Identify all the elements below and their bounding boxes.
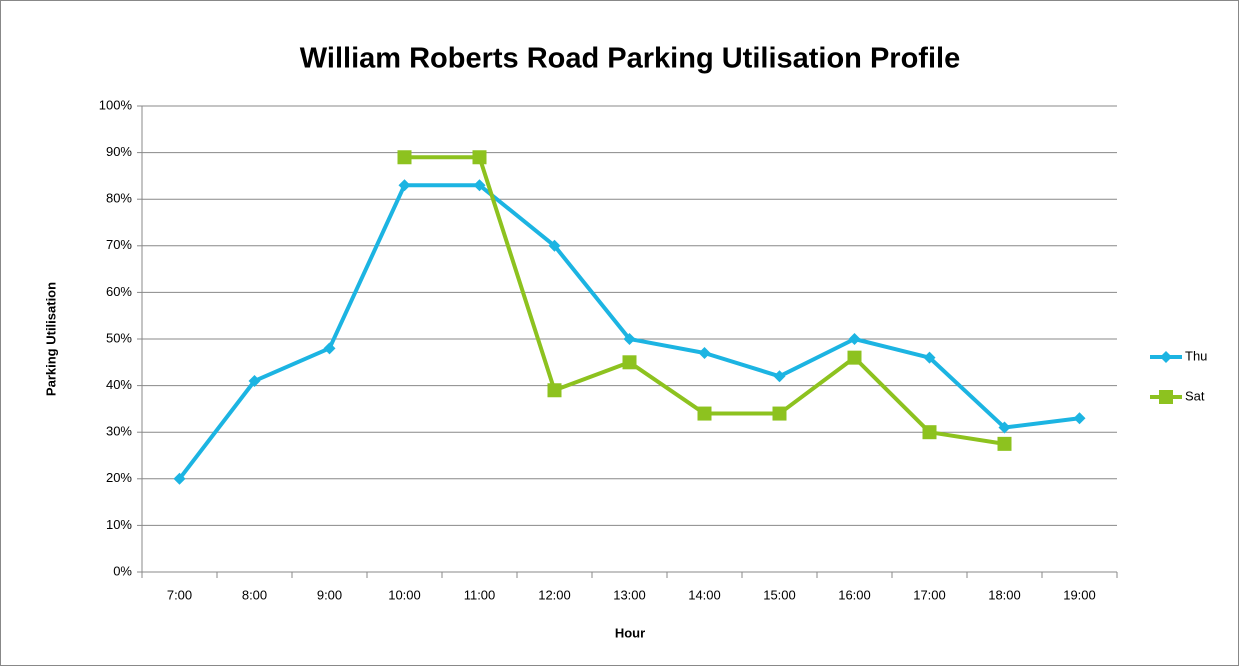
marker	[1160, 351, 1172, 363]
marker	[1159, 390, 1173, 404]
y-axis-title: Parking Utilisation	[43, 282, 58, 396]
x-tick-label: 15:00	[763, 587, 796, 602]
marker	[547, 383, 562, 398]
chart-title: William Roberts Road Parking Utilisation…	[300, 43, 960, 75]
x-tick-label: 7:00	[167, 587, 192, 602]
marker	[472, 150, 487, 165]
marker	[773, 370, 786, 383]
y-tick-label: 30%	[106, 424, 132, 439]
marker	[772, 406, 787, 421]
y-tick-label: 0%	[113, 563, 132, 578]
y-tick-label: 20%	[106, 470, 132, 485]
y-tick-label: 60%	[106, 284, 132, 299]
x-tick-label: 12:00	[538, 587, 571, 602]
marker	[248, 374, 261, 387]
y-tick-label: 100%	[99, 97, 133, 112]
legend-label: Sat	[1185, 388, 1205, 403]
marker	[848, 333, 861, 345]
x-tick-label: 16:00	[838, 587, 871, 602]
marker	[698, 346, 711, 359]
y-tick-label: 50%	[106, 330, 132, 345]
marker	[847, 350, 862, 365]
marker	[997, 436, 1012, 451]
x-tick-label: 9:00	[317, 587, 342, 602]
x-tick-label: 17:00	[913, 587, 946, 602]
x-tick-label: 10:00	[388, 587, 421, 602]
marker	[922, 425, 937, 440]
y-tick-label: 70%	[106, 237, 132, 252]
y-tick-label: 40%	[106, 377, 132, 392]
x-tick-label: 14:00	[688, 587, 721, 602]
marker	[998, 421, 1011, 434]
x-tick-label: 19:00	[1063, 587, 1096, 602]
y-tick-label: 80%	[106, 191, 132, 206]
marker	[548, 239, 561, 252]
marker	[173, 472, 186, 485]
marker	[323, 342, 336, 355]
x-axis-title: Hour	[615, 625, 645, 640]
marker	[397, 150, 412, 165]
y-tick-label: 10%	[106, 517, 132, 532]
x-tick-label: 13:00	[613, 587, 646, 602]
marker	[1073, 412, 1086, 425]
x-tick-label: 11:00	[464, 587, 496, 602]
marker	[923, 351, 936, 364]
marker	[398, 179, 411, 192]
legend-label: Thu	[1185, 348, 1207, 363]
x-tick-label: 8:00	[242, 587, 267, 602]
marker	[473, 179, 486, 192]
y-tick-label: 90%	[106, 144, 132, 159]
marker	[697, 406, 712, 421]
x-tick-label: 18:00	[988, 587, 1021, 602]
marker	[622, 355, 637, 370]
marker	[623, 333, 636, 345]
